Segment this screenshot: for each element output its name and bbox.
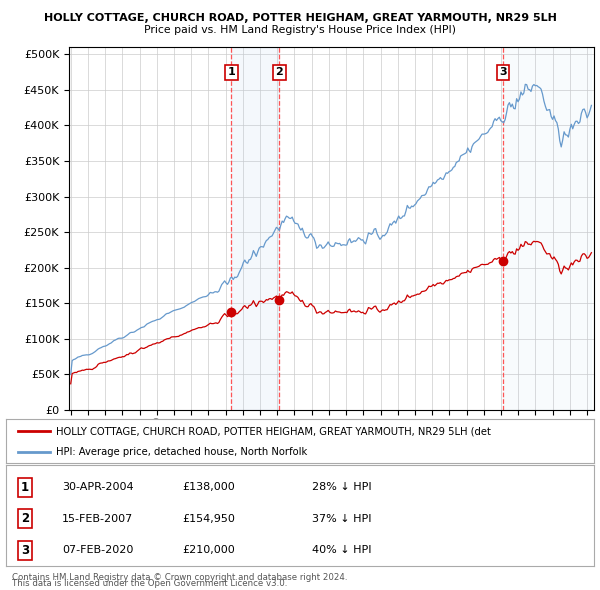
Text: 2: 2 xyxy=(275,67,283,77)
Text: £154,950: £154,950 xyxy=(182,514,235,524)
Text: 28% ↓ HPI: 28% ↓ HPI xyxy=(312,482,371,492)
Text: 3: 3 xyxy=(499,67,506,77)
Text: 07-FEB-2020: 07-FEB-2020 xyxy=(62,545,133,555)
Text: £138,000: £138,000 xyxy=(182,482,235,492)
Text: 1: 1 xyxy=(21,481,29,494)
Text: 3: 3 xyxy=(21,543,29,556)
Text: 37% ↓ HPI: 37% ↓ HPI xyxy=(312,514,371,524)
Text: 1: 1 xyxy=(227,67,235,77)
Text: Contains HM Land Registry data © Crown copyright and database right 2024.: Contains HM Land Registry data © Crown c… xyxy=(12,573,347,582)
Text: This data is licensed under the Open Government Licence v3.0.: This data is licensed under the Open Gov… xyxy=(12,579,287,588)
Text: HOLLY COTTAGE, CHURCH ROAD, POTTER HEIGHAM, GREAT YARMOUTH, NR29 5LH: HOLLY COTTAGE, CHURCH ROAD, POTTER HEIGH… xyxy=(44,13,556,23)
Bar xyxy=(503,47,592,410)
Text: 15-FEB-2007: 15-FEB-2007 xyxy=(62,514,133,524)
Bar xyxy=(232,47,280,410)
Text: £210,000: £210,000 xyxy=(182,545,235,555)
Text: HPI: Average price, detached house, North Norfolk: HPI: Average price, detached house, Nort… xyxy=(56,447,307,457)
Text: Price paid vs. HM Land Registry's House Price Index (HPI): Price paid vs. HM Land Registry's House … xyxy=(144,25,456,35)
Text: 30-APR-2004: 30-APR-2004 xyxy=(62,482,133,492)
Text: HOLLY COTTAGE, CHURCH ROAD, POTTER HEIGHAM, GREAT YARMOUTH, NR29 5LH (det: HOLLY COTTAGE, CHURCH ROAD, POTTER HEIGH… xyxy=(56,427,491,436)
Text: 2: 2 xyxy=(21,512,29,525)
Text: 40% ↓ HPI: 40% ↓ HPI xyxy=(312,545,371,555)
